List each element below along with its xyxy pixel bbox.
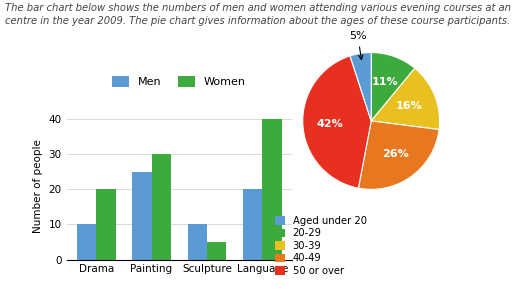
Text: 26%: 26% <box>382 149 409 159</box>
Text: 16%: 16% <box>396 101 423 111</box>
Legend: Men, Women: Men, Women <box>110 73 248 89</box>
Text: 42%: 42% <box>317 119 344 129</box>
Legend: Aged under 20, 20-29, 30-39, 40-49, 50 or over: Aged under 20, 20-29, 30-39, 40-49, 50 o… <box>273 215 368 277</box>
Text: 5%: 5% <box>349 32 367 60</box>
Bar <box>207 242 226 260</box>
Wedge shape <box>371 68 440 130</box>
Y-axis label: Number of people: Number of people <box>33 139 43 233</box>
Text: 11%: 11% <box>372 77 398 87</box>
Wedge shape <box>350 53 371 121</box>
Bar <box>152 154 171 260</box>
Wedge shape <box>303 56 371 188</box>
Text: The bar chart below shows the numbers of men and women attending various evening: The bar chart below shows the numbers of… <box>5 3 512 26</box>
Bar <box>262 119 282 260</box>
Bar <box>132 172 152 260</box>
Bar <box>243 189 262 260</box>
Bar <box>187 224 207 260</box>
Wedge shape <box>371 53 415 121</box>
Bar <box>77 224 96 260</box>
Bar <box>96 189 116 260</box>
Wedge shape <box>358 121 439 189</box>
